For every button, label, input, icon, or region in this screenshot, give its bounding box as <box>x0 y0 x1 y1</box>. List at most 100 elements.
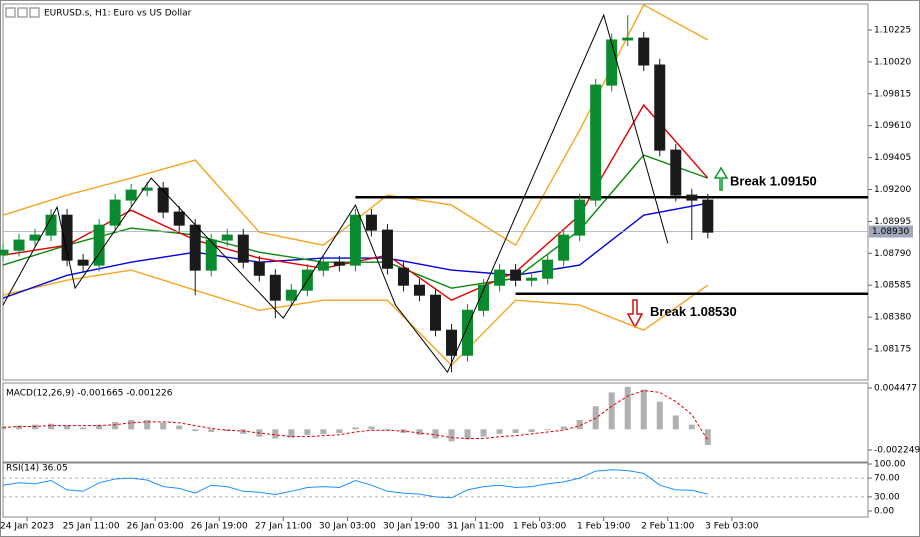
macd-bar <box>208 429 215 433</box>
candle-body <box>317 261 329 271</box>
y-tick-label: 1.09610 <box>874 121 911 131</box>
macd-bar <box>352 427 359 430</box>
candle-body <box>157 187 169 213</box>
x-tick-label: 3 Feb 03:00 <box>705 522 759 532</box>
macd-bar <box>464 429 471 440</box>
macd-bar <box>112 421 119 430</box>
price-label: 1.08930 <box>872 227 909 237</box>
y-tick-label: 70.00 <box>874 474 900 484</box>
y-tick-label: 1.10020 <box>874 57 911 67</box>
candle-body <box>173 211 185 226</box>
y-tick-label: 100.00 <box>874 460 906 470</box>
candle-body <box>686 194 698 201</box>
candle-body <box>349 214 361 266</box>
rsi-line <box>2 469 708 499</box>
macd-bar <box>448 429 455 442</box>
candle-body <box>430 294 441 331</box>
candle-body <box>702 199 714 233</box>
x-tick-label: 24 Jan 2023 <box>0 522 54 532</box>
candle-body <box>61 214 73 261</box>
price-label-box <box>869 225 913 238</box>
candle-body <box>622 37 634 41</box>
candle-body <box>237 234 249 263</box>
candle-body <box>446 329 458 356</box>
macd-bar <box>144 420 151 430</box>
y-tick-label: 1.08380 <box>874 313 911 323</box>
macd-panel <box>2 382 869 463</box>
macd-signal <box>2 390 709 441</box>
macd-bar <box>416 429 423 435</box>
candle-body <box>574 199 586 236</box>
macd-bar <box>160 422 167 430</box>
rsi-panel <box>2 462 869 518</box>
macd-bar <box>48 423 55 430</box>
x-tick-label: 1 Feb 19:00 <box>577 522 631 532</box>
macd-bar <box>16 425 23 430</box>
x-tick-label: 30 Jan 03:00 <box>319 522 376 532</box>
macd-bar <box>192 429 199 432</box>
y-tick-label: 1.08995 <box>874 217 911 227</box>
x-tick-label: 30 Jan 19:00 <box>383 522 440 532</box>
macd-bar <box>688 424 695 430</box>
y-tick-label: 1.08790 <box>874 249 911 259</box>
candle-body <box>205 239 217 271</box>
symbol-icon <box>5 7 40 18</box>
annotation: Break 1.08530 <box>650 304 737 319</box>
macd-bar <box>272 429 279 439</box>
candle-body <box>654 64 666 151</box>
macd-bar <box>672 415 679 430</box>
candle-body <box>365 214 377 231</box>
macd-bar <box>704 429 711 445</box>
candle-body <box>29 234 41 241</box>
macd-bar <box>80 427 87 430</box>
candle-body <box>45 214 57 236</box>
candle-body <box>333 261 345 266</box>
candle-body <box>269 274 281 301</box>
macd-bar <box>608 392 615 430</box>
candle-body <box>77 259 89 266</box>
candle-body <box>510 269 522 281</box>
candle-body <box>606 39 618 86</box>
macd-bar <box>320 429 327 434</box>
macd-bar <box>304 429 311 435</box>
y-tick-label: 1.08175 <box>874 345 911 355</box>
candle-body <box>478 284 490 311</box>
zigzag <box>2 13 669 374</box>
candle-body <box>13 239 25 251</box>
candle-body <box>221 234 233 241</box>
x-tick-label: 26 Jan 03:00 <box>127 522 184 532</box>
y-tick-label: 1.08585 <box>874 281 911 291</box>
macd-bar <box>176 425 183 430</box>
macd-bar <box>496 429 503 434</box>
x-tick-label: 2 Feb 11:00 <box>641 522 695 532</box>
x-tick-label: 25 Jan 11:00 <box>63 522 120 532</box>
macd-bar <box>432 429 439 439</box>
macd-bar <box>96 424 103 430</box>
y-tick-label: 1.09405 <box>874 153 911 163</box>
candle-body <box>558 234 570 261</box>
candle-body <box>462 309 474 356</box>
macd-bar <box>544 429 551 431</box>
macd-bar <box>480 429 487 437</box>
candle-body <box>542 259 554 279</box>
candle-body <box>494 269 506 286</box>
macd-bar <box>288 429 295 438</box>
indicator-line <box>2 269 709 367</box>
macd-bar <box>624 386 631 430</box>
y-tick-label: 0.004477 <box>874 384 917 394</box>
macd-bar <box>560 426 567 430</box>
macd-bar <box>640 389 647 430</box>
candle-body <box>189 224 201 271</box>
macd-bar <box>528 429 535 433</box>
macd-bar <box>0 426 6 430</box>
macd-bar <box>512 429 519 433</box>
candle-body <box>141 187 153 191</box>
candle-body <box>93 224 105 266</box>
chart-title: EURUSD.s, H1: Euro vs US Dollar <box>44 9 192 19</box>
candle-body <box>253 261 265 276</box>
macd-bar <box>128 420 135 430</box>
y-tick-label: -0.002249 <box>874 446 920 456</box>
x-tick-label: 26 Jan 19:00 <box>191 522 248 532</box>
